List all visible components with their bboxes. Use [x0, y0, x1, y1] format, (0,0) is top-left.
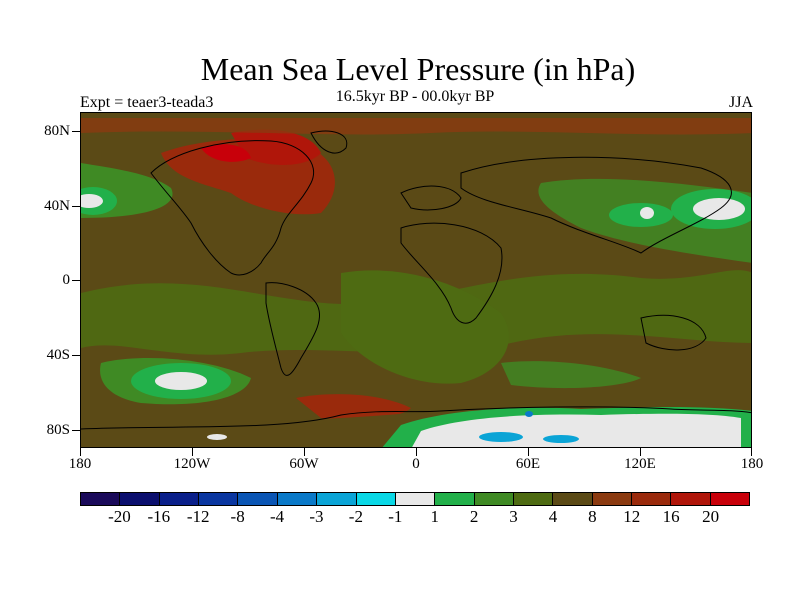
season-label: JJA [728, 94, 753, 111]
colorbar-segment [474, 493, 514, 505]
indian-ocean-band [501, 361, 641, 389]
colorbar-segment [120, 493, 160, 505]
colorbar-label: -12 [186, 507, 210, 526]
colorbar-label: 2 [469, 507, 479, 526]
lon-label-60w: 60W [289, 456, 319, 472]
antarctica-blue-1 [479, 432, 523, 442]
colorbar-label: -1 [388, 507, 403, 526]
lat-label-40s: 40S [46, 347, 70, 363]
ross-white [207, 434, 227, 440]
colorbar-segment [632, 493, 672, 505]
colorbar-label: 1 [430, 507, 439, 526]
arctic-canada-anomaly [231, 129, 321, 165]
lon-tick-180w [80, 448, 81, 456]
colorbar-label: 16 [662, 507, 680, 526]
lon-label-180w: 180 [68, 456, 92, 472]
colorbar-segment [553, 493, 593, 505]
colorbar-segment [395, 493, 436, 505]
antarctica-blue-3 [525, 411, 533, 417]
weddell-anomaly [296, 394, 411, 420]
lon-label-120w: 120W [173, 456, 211, 472]
colorbar-label: -8 [230, 507, 245, 526]
north-america-coast [150, 140, 314, 276]
colorbar-segment [671, 493, 711, 505]
lat-label-0: 0 [62, 272, 71, 288]
lon-label-0: 0 [412, 456, 420, 472]
lon-label-60e: 60E [515, 456, 541, 472]
lat-label-40n: 40N [44, 198, 70, 214]
greenland-coast [310, 130, 348, 154]
arctic-band [81, 118, 751, 135]
colorbar-label: 8 [588, 507, 597, 526]
pressure-map-canvas [81, 113, 751, 447]
north-pacific-cell-core [81, 194, 103, 208]
canada-core-anomaly [201, 144, 251, 162]
lat-tick-80n [72, 131, 80, 132]
colorbar-label: -4 [269, 507, 285, 526]
colorbar-segment [513, 493, 554, 505]
lon-label-180e: 180 [740, 456, 764, 472]
lon-tick-60e [528, 448, 529, 456]
colorbar-label: 12 [623, 507, 641, 526]
south-america-coast [265, 282, 321, 376]
colorbar-label: 4 [548, 507, 558, 526]
time-period-subtitle: 16.5kyr BP - 00.0kyr BP [335, 88, 495, 105]
colorbar-segment [199, 493, 239, 505]
atlantic-band [341, 270, 509, 384]
lon-tick-120w [192, 448, 193, 456]
colorbar-label: -16 [147, 507, 171, 526]
colorbar-label: -3 [309, 507, 324, 526]
colorbar-segment [710, 493, 750, 505]
coastlines [81, 130, 751, 430]
europe-coast [400, 185, 462, 211]
lat-tick-40s [72, 355, 80, 356]
colorbar-segment [317, 493, 357, 505]
pressure-map [80, 112, 752, 448]
lat-label-80s: 80S [46, 422, 70, 438]
colorbar-label: 3 [509, 507, 518, 526]
lon-tick-180e [751, 448, 752, 456]
antarctica-coast [81, 406, 751, 430]
colorbar [80, 492, 750, 506]
lat-tick-0 [72, 280, 80, 281]
colorbar-segment [592, 493, 633, 505]
colorbar-label: 20 [702, 507, 720, 526]
figure-title: Mean Sea Level Pressure (in hPa) [200, 51, 636, 87]
lat-tick-80s [72, 430, 80, 431]
lon-tick-60w [304, 448, 305, 456]
colorbar-segment [81, 493, 121, 505]
colorbar-segment [238, 493, 278, 505]
lon-tick-120e [640, 448, 641, 456]
colorbar-segment [435, 493, 475, 505]
experiment-label: Expt = teaer3-teada3 [80, 94, 214, 111]
australia-coast [640, 314, 707, 351]
lat-tick-40n [72, 206, 80, 207]
lon-tick-0 [416, 448, 417, 456]
east-asia-cell-core [640, 207, 654, 219]
colorbar-segment [159, 493, 200, 505]
lat-label-80n: 80N [44, 123, 70, 139]
south-pacific-cell-core [155, 372, 207, 390]
africa-coast [400, 222, 503, 324]
colorbar-label: -2 [348, 507, 363, 526]
asia-coast [460, 156, 732, 254]
colorbar-segment [356, 493, 396, 505]
colorbar-label: -20 [108, 507, 131, 526]
colorbar-segment [277, 493, 318, 505]
antarctica-blue-2 [543, 435, 579, 443]
lon-label-120e: 120E [624, 456, 656, 472]
